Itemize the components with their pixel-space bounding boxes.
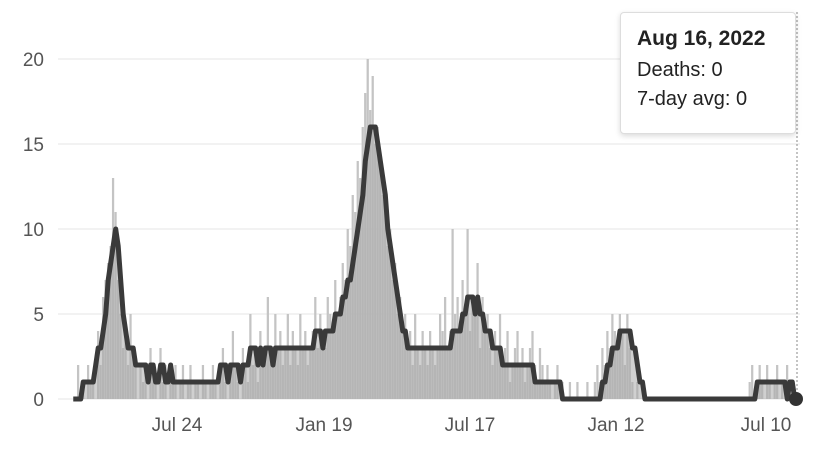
daily-bar[interactable]	[596, 365, 599, 399]
avg-line[interactable]	[73, 124, 800, 402]
avg-area	[73, 127, 800, 399]
tooltip-date: Aug 16, 2022	[637, 27, 766, 50]
tooltip-deaths: Deaths: 0	[637, 59, 723, 81]
daily-bar[interactable]	[538, 348, 542, 399]
daily-bar[interactable]	[601, 348, 604, 399]
daily-bar[interactable]	[576, 382, 579, 399]
daily-bar[interactable]	[748, 382, 751, 399]
daily-bar[interactable]	[451, 229, 454, 399]
y-tick-label: 20	[23, 50, 44, 71]
avg-line-group[interactable]	[73, 124, 800, 402]
x-tick-label: Jul 10	[741, 415, 792, 436]
y-tick-label: 10	[23, 220, 44, 241]
x-axis-labels: Jul 24 Jan 19 Jul 17 Jan 12 Jul 10	[152, 415, 792, 436]
x-tick-label: Jul 17	[445, 415, 496, 436]
x-tick-label: Jul 24	[152, 415, 203, 436]
tooltip-avg: 7-day avg: 0	[637, 88, 748, 110]
daily-bar[interactable]	[751, 365, 754, 399]
daily-bar[interactable]	[593, 382, 597, 399]
daily-bar[interactable]	[568, 382, 572, 399]
x-tick-label: Jan 12	[587, 415, 644, 436]
x-tick-label: Jan 19	[295, 415, 352, 436]
daily-bar[interactable]	[586, 382, 589, 399]
y-tick-label: 5	[33, 305, 44, 326]
y-tick-label: 0	[33, 390, 44, 411]
hover-point	[789, 392, 803, 406]
y-axis-labels: 0 5 10 15 20	[23, 50, 44, 411]
y-tick-label: 15	[23, 135, 44, 156]
daily-bar[interactable]	[76, 365, 80, 399]
tooltip: Aug 16, 2022 Deaths: 0 7-day avg: 0	[620, 12, 796, 134]
